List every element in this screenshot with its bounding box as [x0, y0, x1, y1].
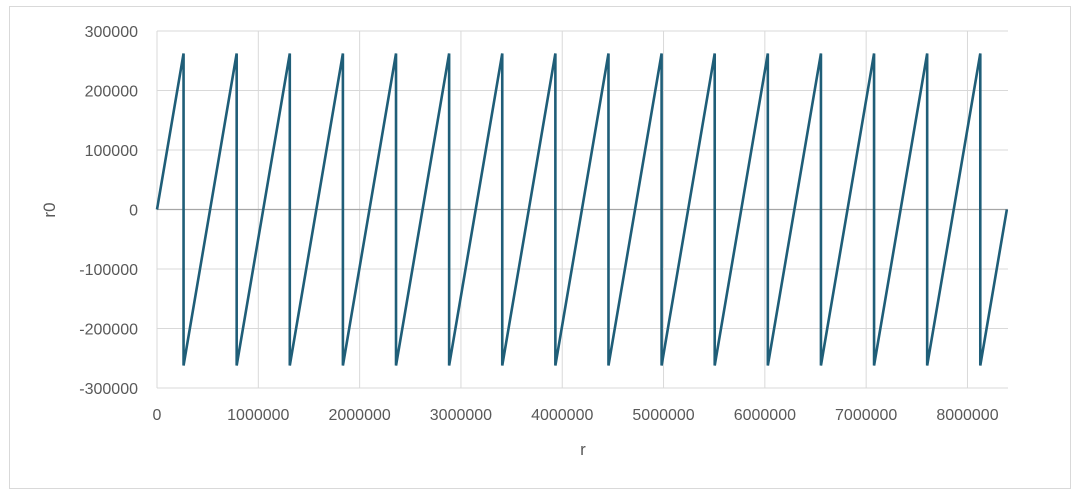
- y-tick-label: 200000: [85, 84, 138, 101]
- x-tick-labels: 0 1000000 2000000 3000000 4000000 5000000 6000…: [153, 407, 999, 424]
- series-layer: [155, 53, 1009, 366]
- x-tick-label: 7000000: [835, 407, 897, 424]
- series-line-0: [155, 53, 1009, 366]
- y-tick-label: -100000: [79, 262, 138, 279]
- y-tick-label: 300000: [85, 24, 138, 41]
- x-tick-label: 2000000: [328, 407, 390, 424]
- y-tick-label: -200000: [79, 322, 138, 339]
- y-tick-label: 100000: [85, 143, 138, 160]
- x-tick-label: 4000000: [531, 407, 593, 424]
- y-tick-label: -300000: [79, 381, 138, 398]
- x-tick-label: 5000000: [632, 407, 694, 424]
- x-tick-label: 3000000: [430, 407, 492, 424]
- y-tick-label: 0: [129, 203, 138, 220]
- x-tick-label: 0: [153, 407, 162, 424]
- x-tick-label: 1000000: [227, 407, 289, 424]
- x-tick-label: 8000000: [936, 407, 998, 424]
- x-tick-label: 6000000: [734, 407, 796, 424]
- x-axis-title: r: [580, 440, 586, 459]
- y-tick-labels: 300000 200000 100000 0 -100000 -200000 -300000: [79, 24, 138, 398]
- y-axis-title: r0: [40, 202, 59, 217]
